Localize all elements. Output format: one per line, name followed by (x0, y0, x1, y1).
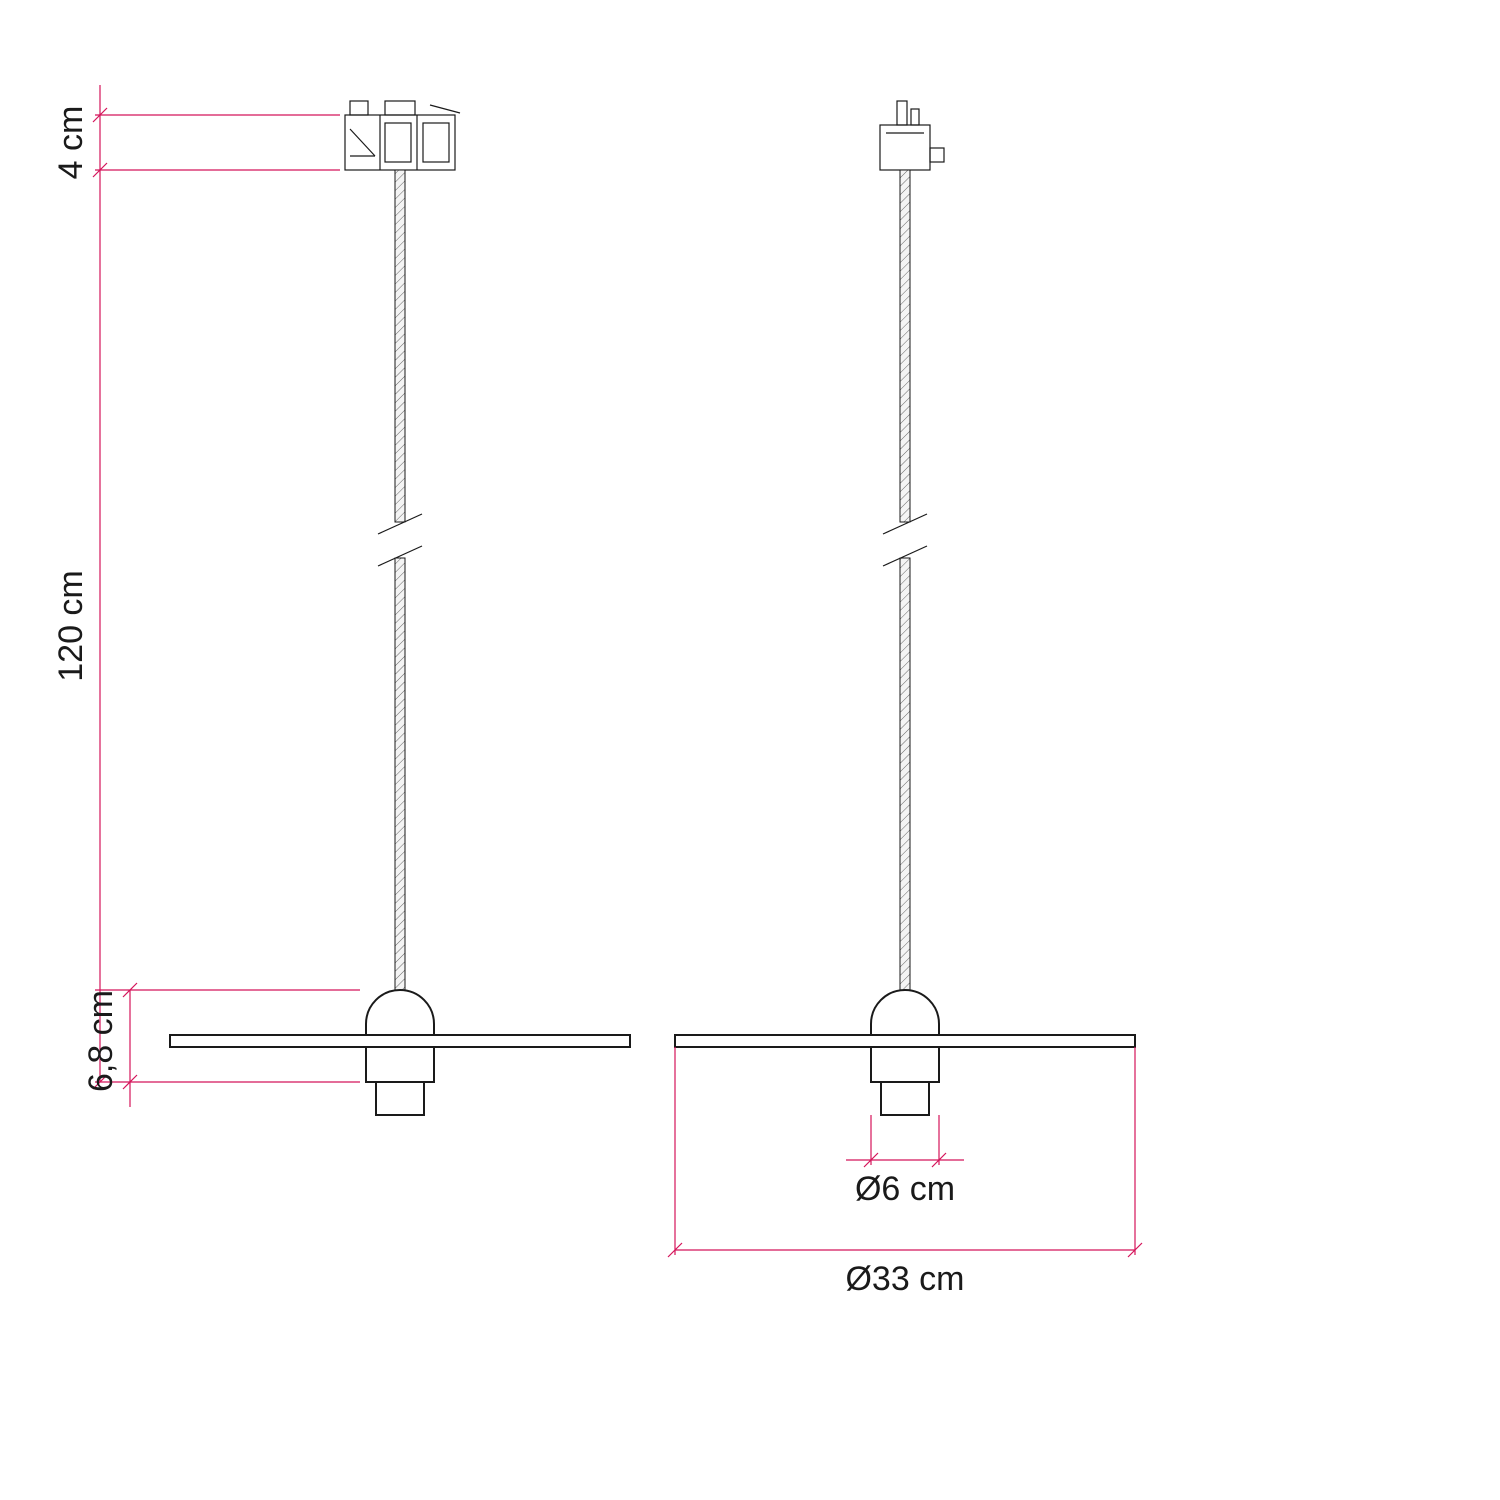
svg-text:Ø6 cm: Ø6 cm (855, 1170, 955, 1208)
svg-text:Ø33 cm: Ø33 cm (845, 1260, 964, 1298)
svg-text:4 cm: 4 cm (52, 106, 90, 180)
svg-text:120 cm: 120 cm (52, 570, 90, 682)
svg-text:6,8 cm: 6,8 cm (82, 990, 120, 1092)
